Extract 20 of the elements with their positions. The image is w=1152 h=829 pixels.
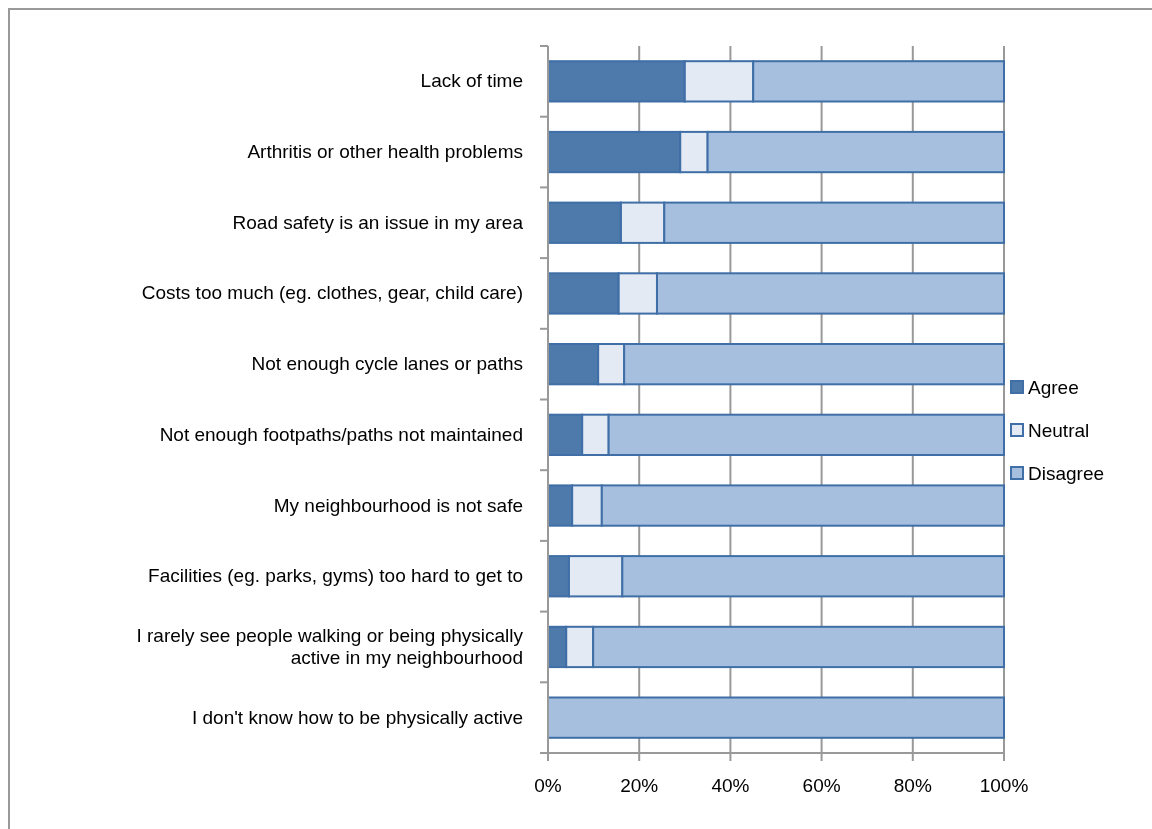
bar [547, 696, 1005, 739]
legend-label: Agree [1028, 377, 1079, 398]
y-tick-label: Facilities (eg. parks, gyms) too hard to get to [148, 565, 523, 587]
y-tick-label: I rarely see people walking or being physically active in my neighbourhood [136, 624, 524, 668]
y-tick-label: My neighbourhood is not safe [273, 494, 523, 516]
y-tick-label: Arthritis or other health problems [247, 141, 523, 163]
x-tick-label: 100% [979, 775, 1029, 796]
legend-label: Disagree [1028, 463, 1105, 484]
x-tick-label: 40% [711, 775, 750, 796]
y-tick-label: Not enough footpaths/paths not maintained [159, 423, 523, 445]
y-tick-label: Road safety is an issue in my area [232, 211, 524, 233]
legend-label: Neutral [1028, 420, 1090, 441]
x-tick-label: 60% [802, 775, 841, 796]
y-tick-label: Costs too much (eg. clothes, gear, child care) [141, 282, 523, 304]
y-tick-label: Not enough cycle lanes or paths [251, 353, 523, 375]
x-tick-label: 20% [620, 775, 659, 796]
x-tick-label: 0% [534, 775, 562, 796]
y-tick-label: Lack of time [420, 70, 523, 92]
x-tick-label: 80% [893, 775, 932, 796]
y-tick-label: I don't know how to be physically active [191, 706, 523, 728]
